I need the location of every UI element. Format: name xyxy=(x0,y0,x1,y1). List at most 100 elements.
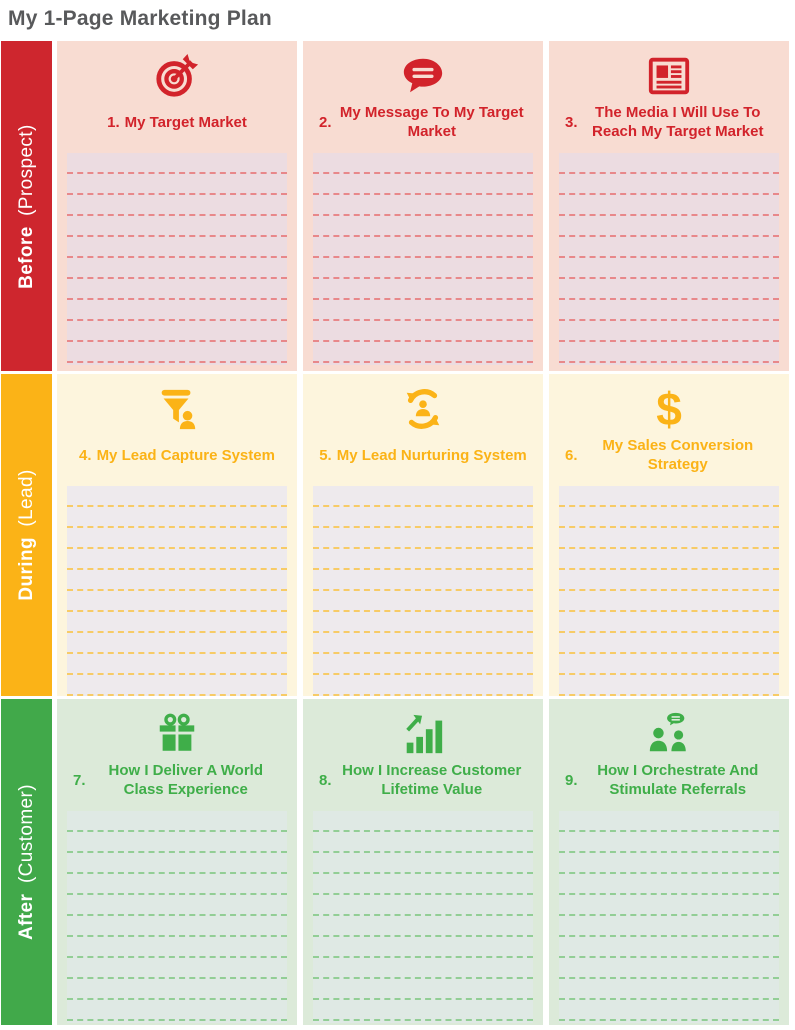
cell-number: 3. xyxy=(565,113,578,131)
writing-lines-panel xyxy=(559,811,779,1023)
row-after: After (Customer) 7. How I Deliver A Worl… xyxy=(1,699,789,1025)
cell-number: 8. xyxy=(319,771,332,789)
writing-line xyxy=(67,958,287,979)
writing-line xyxy=(559,153,779,174)
writing-line xyxy=(559,853,779,874)
writing-line xyxy=(313,1000,533,1021)
writing-line xyxy=(67,675,287,696)
band-qualifier: (Lead) xyxy=(15,469,37,527)
newspaper-icon xyxy=(549,52,789,100)
writing-line xyxy=(67,237,287,258)
writing-line xyxy=(559,633,779,654)
writing-line xyxy=(67,654,287,675)
nurture-cycle-icon xyxy=(303,385,543,433)
writing-line xyxy=(559,528,779,549)
cell-world-class-experience: 7. How I Deliver A World Class Experienc… xyxy=(57,699,297,1025)
writing-line xyxy=(67,507,287,528)
cell-title-text: My Lead Nurturing System xyxy=(336,446,527,464)
cell-title-text: How I Deliver A World Class Experience xyxy=(108,762,263,798)
writing-lines-panel xyxy=(313,153,533,365)
writing-line xyxy=(67,853,287,874)
writing-line xyxy=(313,853,533,874)
cell-title: 3. The Media I Will Use To Reach My Targ… xyxy=(549,102,789,144)
writing-line xyxy=(559,612,779,633)
cell-number: 4. xyxy=(79,446,92,464)
band-phase: After xyxy=(15,893,37,941)
writing-line xyxy=(559,874,779,895)
cell-media: 3. The Media I Will Use To Reach My Targ… xyxy=(549,41,789,371)
writing-line xyxy=(313,321,533,342)
writing-line xyxy=(313,612,533,633)
funnel-icon xyxy=(57,385,297,433)
growth-chart-icon xyxy=(303,710,543,758)
writing-line xyxy=(313,549,533,570)
dollar-icon: $ xyxy=(656,383,682,435)
writing-line xyxy=(313,895,533,916)
cell-target-market: 1. My Target Market xyxy=(57,41,297,371)
writing-line xyxy=(67,832,287,853)
cell-title: 2. My Message To My Target Market xyxy=(303,102,543,144)
writing-line xyxy=(67,916,287,937)
band-qualifier: (Customer) xyxy=(15,783,37,883)
writing-line xyxy=(313,832,533,853)
writing-line xyxy=(67,874,287,895)
writing-lines-panel xyxy=(559,486,779,696)
writing-line xyxy=(313,195,533,216)
cell-number: 6. xyxy=(565,446,578,464)
gift-icon xyxy=(57,710,297,758)
cell-title: 6. My Sales Conversion Strategy xyxy=(549,435,789,477)
writing-line xyxy=(559,937,779,958)
row-band-before: Before (Prospect) xyxy=(1,41,52,371)
band-phase: Before xyxy=(15,225,37,289)
writing-line xyxy=(313,342,533,363)
writing-line xyxy=(559,279,779,300)
writing-lines-panel xyxy=(313,486,533,696)
cell-message: 2. My Message To My Target Market xyxy=(303,41,543,371)
writing-line xyxy=(313,528,533,549)
cell-number: 7. xyxy=(73,771,86,789)
row-before: Before (Prospect) 1. My Target Market xyxy=(1,41,789,371)
writing-line xyxy=(313,874,533,895)
band-qualifier: (Prospect) xyxy=(15,123,37,216)
writing-line xyxy=(67,1000,287,1021)
target-icon xyxy=(57,52,297,100)
writing-line xyxy=(67,937,287,958)
writing-line xyxy=(67,216,287,237)
writing-line xyxy=(559,507,779,528)
writing-line xyxy=(313,258,533,279)
cell-number: 2. xyxy=(319,113,332,131)
writing-line xyxy=(313,507,533,528)
writing-line xyxy=(67,195,287,216)
writing-line xyxy=(67,321,287,342)
writing-line xyxy=(313,591,533,612)
writing-line xyxy=(67,811,287,832)
writing-line xyxy=(67,258,287,279)
writing-line xyxy=(313,216,533,237)
writing-line xyxy=(313,654,533,675)
cell-title: 8. How I Increase Customer Lifetime Valu… xyxy=(303,760,543,802)
writing-line xyxy=(67,279,287,300)
cell-title-text: My Target Market xyxy=(124,113,247,131)
writing-lines-panel xyxy=(67,486,287,696)
band-label-after: After (Customer) xyxy=(16,784,38,940)
speech-bubble-icon xyxy=(303,52,543,100)
writing-line xyxy=(313,958,533,979)
writing-line xyxy=(313,279,533,300)
writing-line xyxy=(559,832,779,853)
cell-title: 4. My Lead Capture System xyxy=(57,435,297,477)
writing-line xyxy=(559,321,779,342)
cell-title-text: The Media I Will Use To Reach My Target … xyxy=(592,104,764,140)
writing-lines-panel xyxy=(67,153,287,365)
writing-line xyxy=(313,237,533,258)
page-title: My 1-Page Marketing Plan xyxy=(8,7,272,30)
cell-title: 7. How I Deliver A World Class Experienc… xyxy=(57,760,297,802)
writing-line xyxy=(559,216,779,237)
writing-line xyxy=(67,300,287,321)
band-label-during: During (Lead) xyxy=(16,469,38,601)
writing-line xyxy=(67,342,287,363)
cell-sales-conversion: $ 6. My Sales Conversion Strategy xyxy=(549,374,789,696)
writing-line xyxy=(313,916,533,937)
writing-line xyxy=(559,958,779,979)
writing-line xyxy=(559,342,779,363)
writing-line xyxy=(559,570,779,591)
